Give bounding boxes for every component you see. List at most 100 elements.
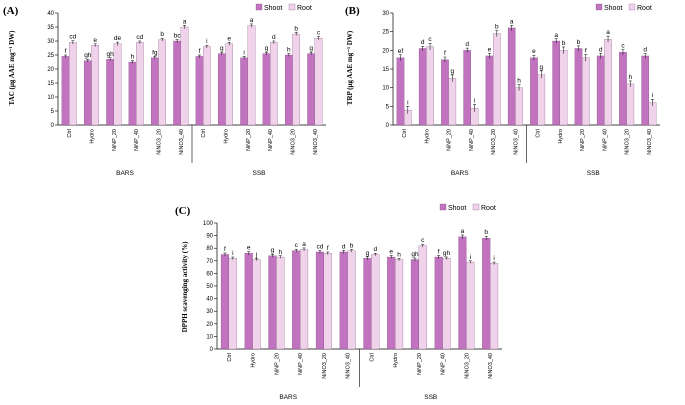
y-axis-label: DPPH scavenging activity (%): [181, 241, 189, 332]
bar-root: [371, 254, 380, 350]
bar-root: [113, 43, 122, 126]
bar-root: [626, 83, 635, 126]
bar-root: [314, 38, 323, 126]
significance-letter: a: [606, 29, 610, 36]
x-tick-label: Hydro: [558, 129, 564, 144]
y-tick-label: 50: [206, 284, 213, 290]
x-tick-label: NiNO3_40: [513, 129, 519, 155]
x-tick-label: NiNP_40: [469, 129, 475, 151]
significance-letter: i: [474, 97, 475, 104]
legend-swatch-root: [628, 3, 636, 11]
y-tick-label: 5: [386, 104, 390, 110]
legend-label: Shoot: [264, 5, 282, 12]
legend-label: Root: [481, 205, 496, 212]
bar-shoot: [482, 237, 491, 350]
significance-letter: e: [488, 46, 492, 53]
y-tick-label: 80: [206, 246, 213, 252]
x-tick-label: NiNO3_40: [179, 129, 185, 155]
significance-letter: f: [224, 246, 226, 253]
significance-letter: a: [183, 18, 187, 25]
y-tick-label: 0: [210, 347, 214, 353]
bar-shoot: [173, 40, 181, 126]
bar-root: [323, 253, 332, 350]
bar-shoot: [485, 55, 494, 126]
significance-letter: g: [539, 64, 543, 71]
significance-letter: cd: [69, 34, 76, 41]
significance-letter: d: [342, 243, 346, 250]
group-label: SSB: [587, 170, 600, 177]
significance-letter: g: [450, 68, 454, 75]
y-tick-label: 20: [206, 322, 213, 328]
bar-shoot: [387, 256, 396, 350]
significance-letter: d: [272, 34, 276, 41]
significance-letter: b: [350, 242, 354, 249]
significance-letter: d: [373, 246, 377, 253]
legend-swatch-shoot: [439, 203, 447, 211]
bar-shoot: [315, 251, 325, 350]
bar-root: [490, 263, 499, 350]
bar-shoot: [61, 56, 70, 126]
bar-shoot: [507, 27, 516, 126]
y-tick-label: 40: [206, 297, 213, 303]
bar-shoot: [441, 59, 449, 126]
y-tick-label: 70: [206, 259, 213, 265]
significance-letter: a: [510, 18, 514, 25]
bar-root: [158, 39, 166, 126]
bar-root: [442, 258, 451, 350]
significance-letter: i: [407, 99, 408, 106]
bar-shoot: [195, 56, 204, 126]
x-tick-label: NiNO3_40: [647, 129, 653, 155]
bar-shoot: [434, 256, 443, 350]
y-tick-label: 20: [47, 67, 54, 73]
significance-letter: h: [517, 78, 521, 85]
y-axis-label: TRP (µg AAE mg⁻¹ DW): [346, 30, 354, 105]
significance-letter: a: [461, 228, 465, 235]
x-tick-label: NiNP_40: [134, 129, 140, 151]
x-tick-label: NiNP_40: [441, 353, 447, 375]
significance-letter: g: [271, 247, 275, 254]
significance-letter: h: [278, 249, 282, 256]
y-axis-label: TAC (µg AAE mg⁻¹ DW): [8, 30, 16, 106]
bar-root: [418, 245, 427, 350]
bar-shoot: [84, 60, 92, 126]
bar-shoot: [363, 258, 372, 350]
y-tick-label: 35: [47, 25, 54, 31]
y-tick-label: 15: [47, 81, 54, 87]
y-tick-label: 15: [382, 67, 389, 73]
x-tick-label: Hydro: [424, 129, 430, 144]
bar-shoot: [240, 57, 248, 126]
bar-shoot: [574, 48, 583, 126]
significance-letter: e: [93, 37, 97, 44]
bar-root: [559, 50, 568, 126]
bar-shoot: [292, 250, 301, 350]
bar-shoot: [552, 40, 560, 126]
significance-letter: c: [295, 242, 299, 249]
significance-letter: e: [247, 245, 251, 252]
x-tick-label: Ctrl: [369, 353, 375, 362]
x-tick-label: Ctrl: [67, 129, 73, 138]
significance-letter: gh: [443, 250, 451, 257]
y-tick-label: 30: [382, 11, 389, 17]
significance-letter: gh: [411, 251, 419, 258]
bar-root: [180, 26, 189, 126]
group-label: BARS: [279, 394, 297, 401]
bar-shoot: [262, 53, 271, 126]
significance-letter: a: [250, 17, 254, 24]
x-tick-label: NiNO3_40: [346, 353, 352, 379]
significance-letter: e: [227, 35, 231, 42]
bar-shoot: [596, 55, 605, 126]
bar-shoot: [396, 57, 405, 126]
bar-root: [228, 258, 237, 350]
bar-shoot: [268, 255, 277, 350]
bar-root: [582, 57, 590, 126]
significance-letter: i: [652, 92, 653, 99]
y-tick-label: 10: [206, 334, 213, 340]
significance-letter: g: [220, 45, 224, 52]
significance-letter: g: [265, 45, 269, 52]
significance-letter: b: [495, 24, 499, 31]
bar-root: [347, 250, 356, 350]
bar-shoot: [410, 259, 420, 350]
bar-root: [604, 39, 612, 126]
significance-letter: f: [65, 48, 67, 55]
